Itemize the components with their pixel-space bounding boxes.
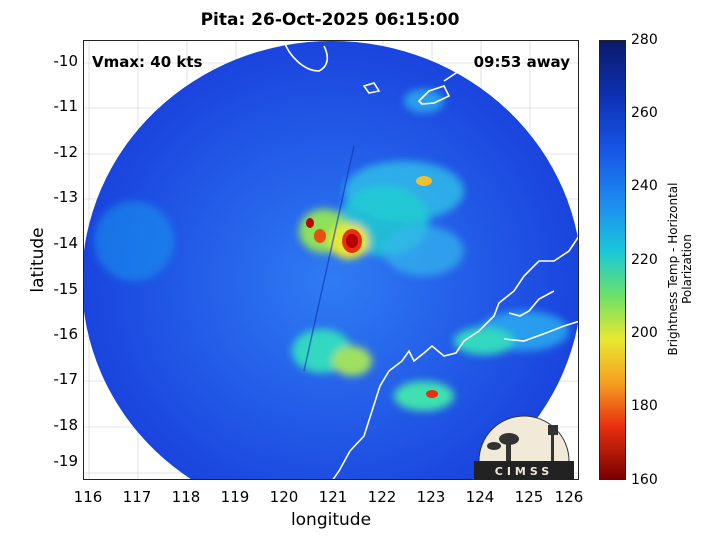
x-tick-label: 118 — [171, 488, 201, 506]
y-tick-label: -13 — [53, 188, 79, 206]
satellite-image — [84, 41, 578, 479]
cimss-logo — [474, 415, 574, 479]
vmax-label: Vmax: 40 kts — [92, 53, 203, 71]
x-tick-label: 122 — [367, 488, 397, 506]
colorbar-tick: 180 — [631, 398, 658, 414]
logo-text: CIMSS — [494, 465, 554, 478]
coastlines — [283, 41, 578, 479]
colorbar-title: Brightness Temp - Horizontal Polarizatio… — [666, 182, 694, 356]
y-axis-title: latitude — [28, 227, 48, 293]
time-away-label: 09:53 away — [473, 53, 570, 71]
x-tick-label: 123 — [416, 488, 446, 506]
scan-disk — [84, 41, 578, 479]
y-tick-label: -16 — [53, 325, 79, 343]
x-tick-label: 117 — [122, 488, 152, 506]
y-tick-label: -15 — [53, 280, 79, 298]
x-tick-label: 120 — [269, 488, 299, 506]
hot-cores — [306, 176, 438, 398]
chart-title: Pita: 26-Oct-2025 06:15:00 — [200, 10, 460, 30]
x-tick-label: 124 — [465, 488, 495, 506]
y-tick-label: -19 — [53, 452, 79, 470]
colorbar-tick: 220 — [631, 252, 658, 268]
y-tick-label: -11 — [53, 97, 79, 115]
y-tick-label: -12 — [53, 143, 79, 161]
x-axis-title: longitude — [290, 510, 372, 530]
colorbar-tick: 280 — [631, 32, 658, 48]
colorbar-tick: 160 — [631, 472, 658, 488]
x-tick-label: 119 — [220, 488, 250, 506]
x-tick-label: 126 — [554, 488, 584, 506]
colorbar-tick: 240 — [631, 178, 658, 194]
colorbar-tick: 260 — [631, 105, 658, 121]
x-tick-label: 116 — [73, 488, 103, 506]
scan-seam — [303, 145, 355, 372]
map-plot-area: Vmax: 40 kts 09:53 away CIMSS — [83, 40, 579, 480]
x-tick-label: 121 — [318, 488, 348, 506]
y-tick-label: -18 — [53, 416, 79, 434]
colorbar — [599, 40, 626, 480]
colorbar-tick: 200 — [631, 325, 658, 341]
y-tick-label: -14 — [53, 234, 79, 252]
y-tick-label: -10 — [53, 52, 79, 70]
y-tick-label: -17 — [53, 370, 79, 388]
x-tick-label: 125 — [514, 488, 544, 506]
